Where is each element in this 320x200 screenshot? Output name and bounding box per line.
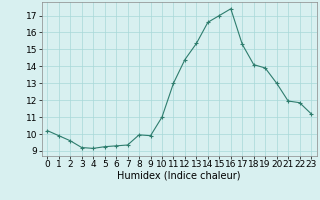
X-axis label: Humidex (Indice chaleur): Humidex (Indice chaleur) <box>117 171 241 181</box>
